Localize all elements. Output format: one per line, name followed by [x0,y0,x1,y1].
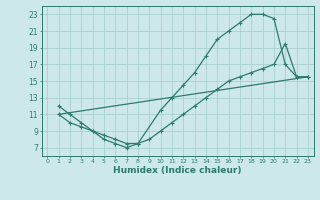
X-axis label: Humidex (Indice chaleur): Humidex (Indice chaleur) [113,166,242,175]
